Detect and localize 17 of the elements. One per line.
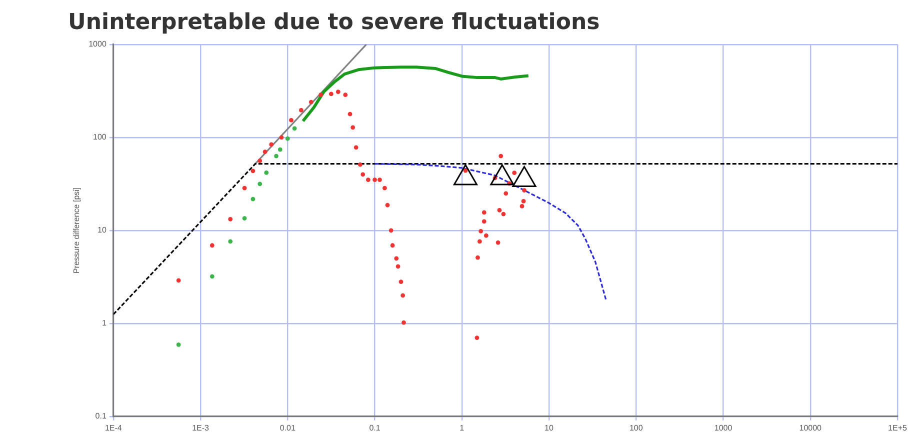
x-tick-label: 1000: [714, 423, 733, 432]
chart-title: Uninterpretable due to severe fluctuations: [68, 10, 600, 35]
y-tick-label: 0.1: [95, 412, 107, 421]
x-tick-label: 1: [460, 423, 465, 432]
x-tick-label: 100: [629, 423, 644, 432]
x-tick-label: 0.1: [369, 423, 381, 432]
x-tick-label: 0.01: [280, 423, 296, 432]
y-tick-label: 1000: [88, 40, 107, 49]
y-axis-title: Pressure difference [psi]: [72, 187, 82, 274]
x-tick-label: 10: [544, 423, 554, 432]
x-tick-label: 1E+5: [888, 423, 908, 432]
x-tick-label: 1E-4: [104, 423, 122, 432]
y-tick-label: 10: [97, 226, 107, 235]
x-tick-label: 10000: [799, 423, 822, 432]
y-tick-label: 1: [102, 318, 107, 328]
y-tick-label: 100: [93, 132, 107, 142]
x-tick-label: 1E-3: [192, 423, 210, 432]
